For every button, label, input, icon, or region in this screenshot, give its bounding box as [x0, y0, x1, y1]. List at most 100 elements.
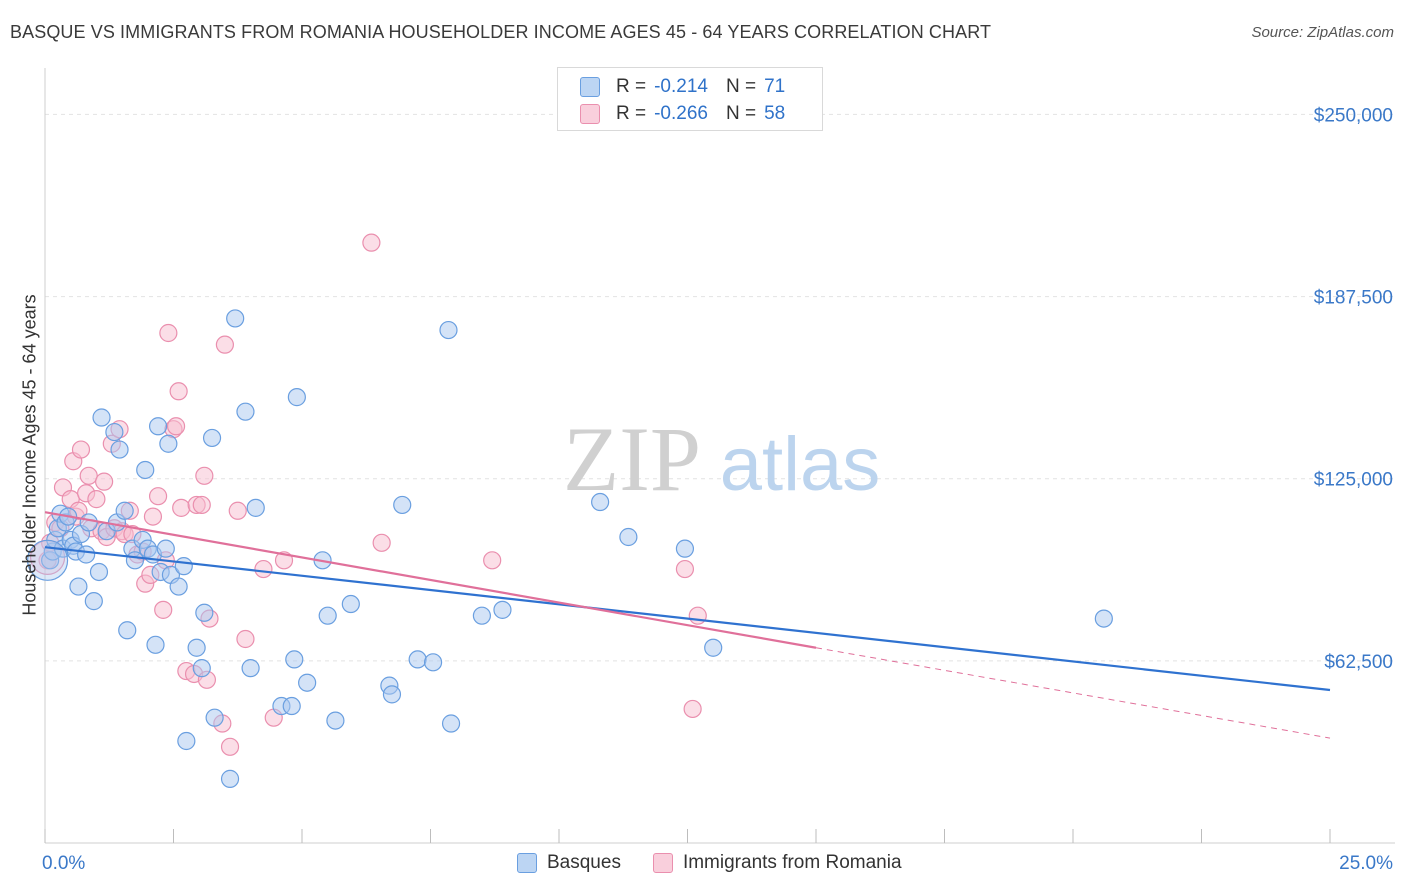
basques-point [341, 594, 360, 614]
basques-point [177, 731, 196, 751]
basques-point [69, 577, 88, 596]
correlation-legend: R = -0.214 N = 71 R = -0.266 N = 58 [557, 67, 823, 131]
basques-point [174, 557, 193, 576]
y-tick-label: $250,000 [1314, 105, 1393, 126]
basques-point [92, 408, 111, 427]
romania-point [254, 559, 273, 579]
basques-point [202, 428, 222, 448]
watermark: ZIP atlas [563, 408, 880, 510]
basques-point [146, 635, 165, 654]
watermark-atlas: atlas [720, 422, 881, 507]
romania-point [220, 737, 240, 756]
basques-point [298, 673, 317, 692]
n-label: N = [725, 76, 757, 97]
romania-point [87, 490, 106, 509]
x-tick-label: 0.0% [42, 853, 85, 874]
n-value: 71 [764, 76, 786, 97]
basques-point [285, 650, 304, 669]
romania-point [169, 382, 188, 401]
axes [44, 68, 1395, 844]
basques-point [493, 600, 512, 619]
basques-point [591, 492, 610, 512]
r-label: R = [616, 103, 647, 124]
romania-point [79, 466, 98, 485]
basques-point [439, 320, 458, 340]
r-label: R = [616, 76, 647, 97]
romania-point [675, 559, 695, 579]
n-value: 58 [764, 103, 786, 124]
basques-point [205, 708, 224, 727]
grid-lines [45, 113, 1395, 662]
romania-point [688, 606, 707, 625]
basques-point [77, 545, 96, 564]
basques-point [118, 621, 137, 640]
basques-point [187, 638, 206, 657]
x-tick-label: 25.0% [1339, 853, 1393, 874]
legend-item-romania: Immigrants from Romania [652, 852, 902, 874]
basques-point [287, 388, 306, 407]
r-value: -0.266 [654, 103, 708, 124]
y-tick-label: $62,500 [1324, 652, 1393, 673]
n-label: N = [725, 103, 757, 124]
basques-point [110, 440, 129, 459]
basques-point [159, 434, 178, 453]
romania-point [192, 495, 211, 515]
legend-row-romania: R = -0.266 N = 58 [580, 100, 785, 128]
y-axis-label: Householder Income Ages 45 - 64 years [19, 294, 40, 616]
legend-item-basques: Basques [517, 852, 621, 874]
basques-swatch [580, 77, 600, 97]
trend-lines [44, 511, 1331, 739]
basques-point [382, 685, 402, 704]
romania-legend-label: Immigrants from Romania [682, 852, 902, 873]
y-tick-labels: $62,500 $125,000 $187,500 $250,000 [1314, 105, 1393, 672]
basques-point [704, 638, 723, 657]
basques-point [236, 402, 255, 421]
basques-point [246, 498, 265, 517]
series-legend: Basques Immigrants from Romania [517, 852, 934, 874]
basques-point [241, 659, 260, 678]
legend-row-basques: R = -0.214 N = 71 [580, 73, 785, 101]
romania-point [166, 417, 186, 436]
basques-point [84, 592, 103, 611]
basques-point [408, 650, 427, 669]
basques-point [675, 539, 695, 558]
romania-trend-line-extension [815, 647, 1331, 739]
romania-point [483, 551, 502, 570]
basques-point [156, 539, 175, 558]
romania-point [236, 629, 255, 649]
basques-point [89, 562, 109, 582]
romania-point [215, 335, 234, 354]
basques-point [148, 417, 168, 436]
romania-point [154, 600, 173, 619]
basques-point [136, 460, 155, 480]
basques-point [169, 577, 188, 596]
basques-point [619, 527, 638, 547]
basques-legend-label: Basques [547, 852, 621, 873]
basques-point [105, 422, 124, 442]
basques-point [393, 495, 412, 515]
basques-point [326, 711, 345, 730]
romania-point [143, 507, 163, 526]
romania-point [362, 233, 381, 252]
y-tick-label: $125,000 [1314, 470, 1393, 491]
basques-point [226, 309, 245, 328]
romania-point [228, 501, 247, 520]
romania-legend-swatch [652, 853, 673, 873]
basques-point [115, 501, 134, 520]
r-value: -0.214 [654, 76, 708, 97]
basques-point [220, 769, 240, 788]
romania-point [172, 498, 191, 517]
basques-point [423, 653, 443, 672]
basques-point [79, 513, 98, 532]
basques-point [195, 603, 214, 622]
basques-point [192, 659, 211, 678]
romania-point [195, 466, 214, 485]
romania-point [159, 323, 178, 343]
romania-point [148, 487, 168, 506]
basques-point [472, 606, 491, 625]
source-credit: Source: ZipAtlas.com [1251, 24, 1394, 41]
x-tick-labels: 0.0% 25.0% [42, 853, 1393, 874]
basques-point [282, 696, 301, 716]
romania-point [683, 699, 702, 719]
y-tick-label: $187,500 [1314, 288, 1393, 309]
